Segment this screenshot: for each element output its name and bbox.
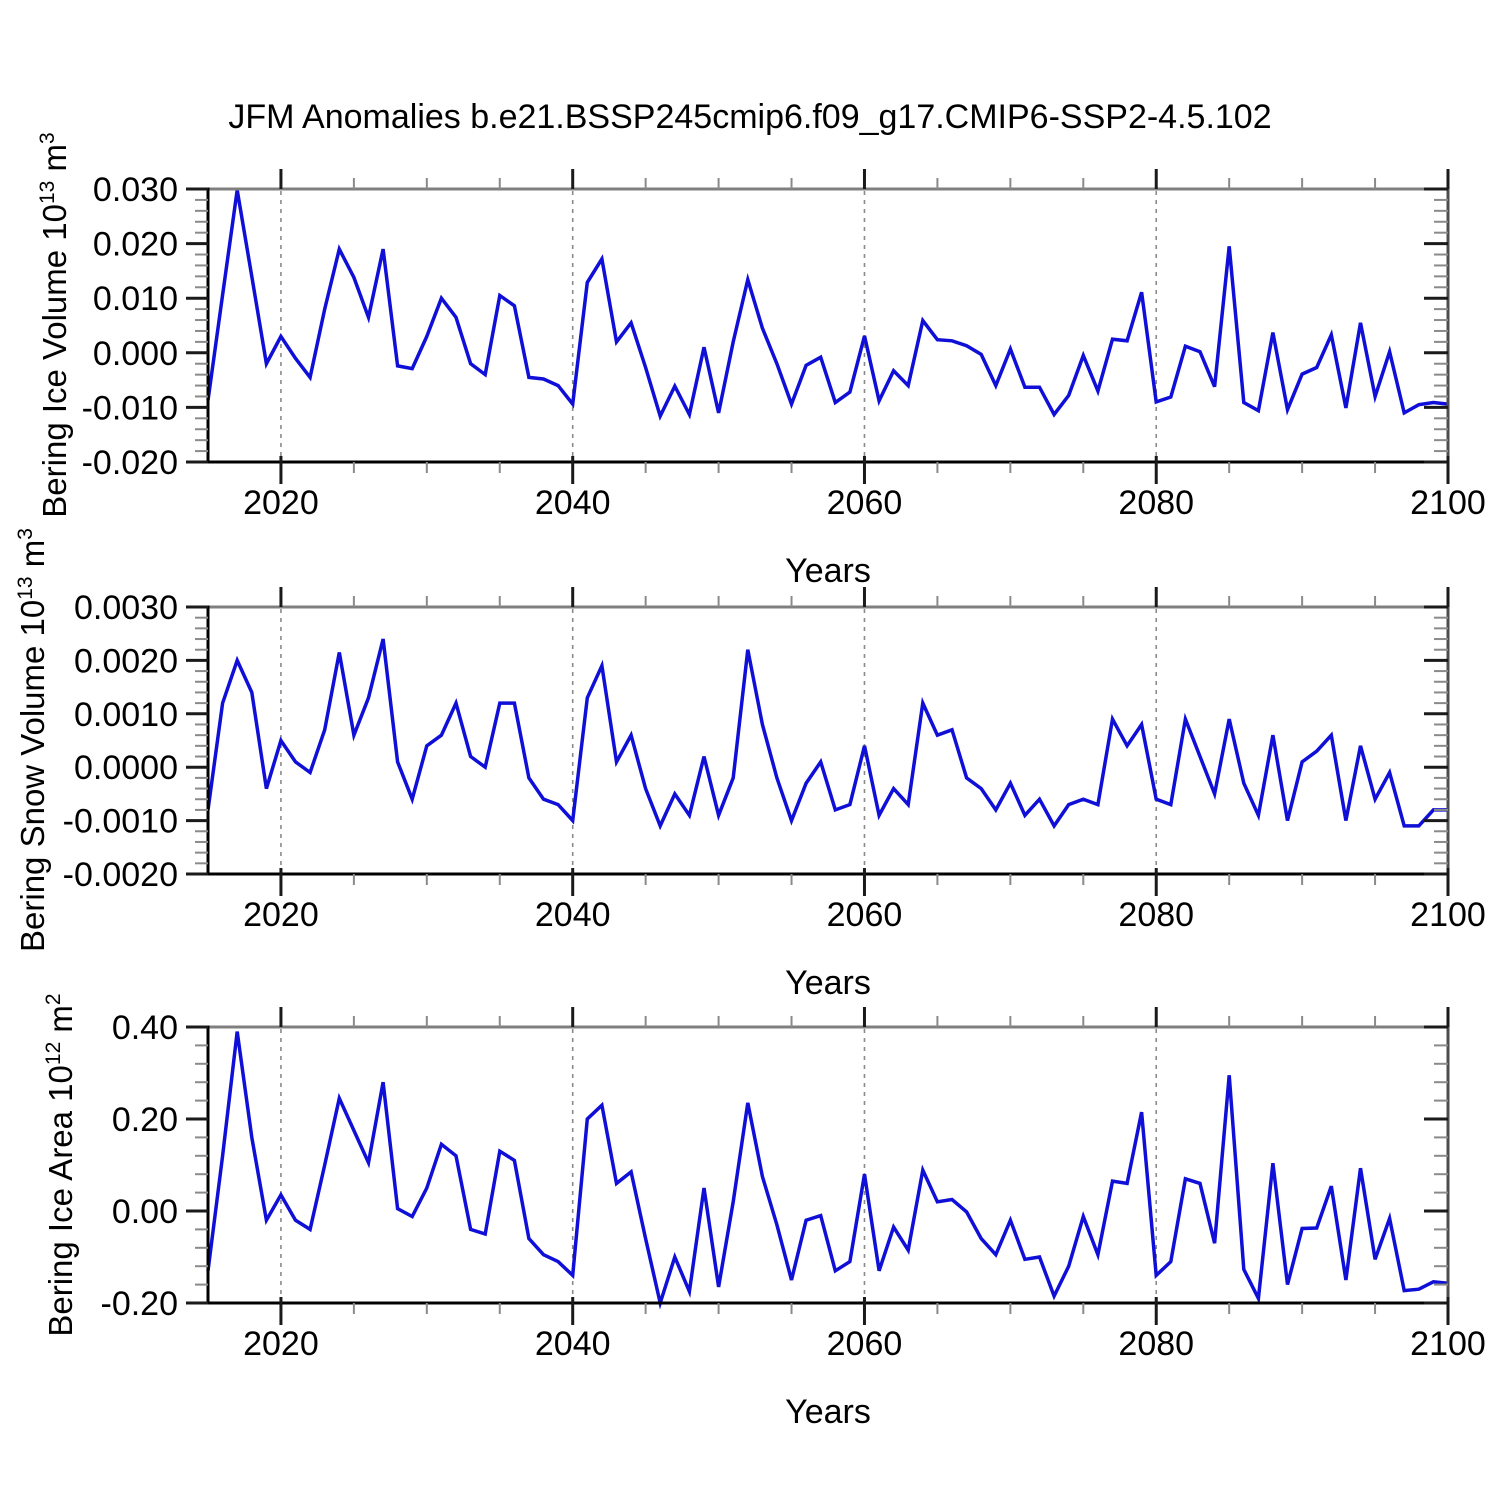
x-tick-label: 2080 (1118, 484, 1194, 522)
x-tick-label: 2080 (1118, 896, 1194, 934)
x-tick-label: 2100 (1410, 1325, 1486, 1363)
data-line-bering-ice-area (206, 1031, 1449, 1310)
chart-bering-snow-volume: 2020 2040 2060 2080 2100 0.0030 0.0020 0.0010 0.… (63, 587, 1486, 934)
y-tick-label: -0.010 (82, 389, 178, 427)
data-line-bering-snow-volume (206, 638, 1448, 831)
y-tick-label: 0.20 (112, 1101, 178, 1139)
y-tick-label: 0.0030 (74, 589, 178, 627)
x-axis-title: Years (785, 552, 871, 590)
y-tick-label: 0.020 (93, 226, 178, 264)
data-line-bering-ice-volume (206, 189, 1449, 421)
y-tick-label: 0.030 (93, 171, 178, 209)
x-tick-label: 2040 (535, 896, 611, 934)
x-tick-label: 2100 (1410, 484, 1486, 522)
x-axis-title: Years (785, 964, 871, 1002)
x-tick-label: 2040 (535, 484, 611, 522)
y-tick-label: 0.0000 (74, 749, 178, 787)
y-tick-label: 0.00 (112, 1193, 178, 1231)
y-tick-label: 0.0010 (74, 696, 178, 734)
chart-bering-ice-volume: 2020 2040 2060 2080 2100 0.030 0.020 0.010 0.000… (82, 169, 1486, 522)
x-tick-label: 2060 (827, 484, 903, 522)
x-tick-label: 2020 (243, 484, 319, 522)
y-tick-label: 0.000 (93, 335, 178, 373)
y-tick-label: -0.020 (82, 444, 178, 482)
y-tick-label: 0.40 (112, 1009, 178, 1047)
y-tick-label: -0.0020 (63, 856, 178, 894)
x-tick-label: 2020 (243, 1325, 319, 1363)
y-tick-label: -0.20 (101, 1285, 179, 1323)
figure-title: JFM Anomalies b.e21.BSSP245cmip6.f09_g17… (228, 98, 1272, 136)
x-tick-label: 2060 (827, 896, 903, 934)
chart-bering-ice-area: 2020 2040 2060 2080 2100 0.40 0.20 0.00 -0.20 (101, 1007, 1486, 1363)
y-tick-label: -0.0010 (63, 803, 178, 841)
x-tick-label: 2060 (827, 1325, 903, 1363)
x-axis-title: Years (785, 1393, 871, 1431)
x-tick-label: 2080 (1118, 1325, 1194, 1363)
y-tick-label: 0.010 (93, 280, 178, 318)
y-tick-label: 0.0020 (74, 642, 178, 680)
x-tick-label: 2100 (1410, 896, 1486, 934)
x-tick-label: 2020 (243, 896, 319, 934)
superscript: 3 (14, 528, 37, 540)
x-tick-label: 2040 (535, 1325, 611, 1363)
